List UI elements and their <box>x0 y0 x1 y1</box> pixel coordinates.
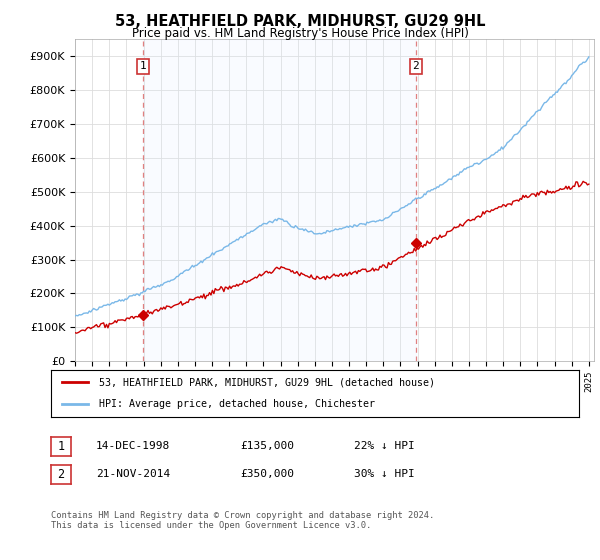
Text: 1: 1 <box>58 440 64 453</box>
Text: 53, HEATHFIELD PARK, MIDHURST, GU29 9HL: 53, HEATHFIELD PARK, MIDHURST, GU29 9HL <box>115 14 485 29</box>
Text: 21-NOV-2014: 21-NOV-2014 <box>96 469 170 479</box>
Bar <box>143 39 416 361</box>
Text: £135,000: £135,000 <box>240 441 294 451</box>
Text: 30% ↓ HPI: 30% ↓ HPI <box>354 469 415 479</box>
Text: 14-DEC-1998: 14-DEC-1998 <box>96 441 170 451</box>
Text: 22% ↓ HPI: 22% ↓ HPI <box>354 441 415 451</box>
Text: 1: 1 <box>139 61 146 71</box>
Text: £350,000: £350,000 <box>240 469 294 479</box>
Text: 2: 2 <box>58 468 64 481</box>
Text: 53, HEATHFIELD PARK, MIDHURST, GU29 9HL (detached house): 53, HEATHFIELD PARK, MIDHURST, GU29 9HL … <box>98 377 434 388</box>
Text: Contains HM Land Registry data © Crown copyright and database right 2024.
This d: Contains HM Land Registry data © Crown c… <box>51 511 434 530</box>
Text: Price paid vs. HM Land Registry's House Price Index (HPI): Price paid vs. HM Land Registry's House … <box>131 27 469 40</box>
Text: HPI: Average price, detached house, Chichester: HPI: Average price, detached house, Chic… <box>98 399 374 409</box>
Text: 2: 2 <box>412 61 419 71</box>
